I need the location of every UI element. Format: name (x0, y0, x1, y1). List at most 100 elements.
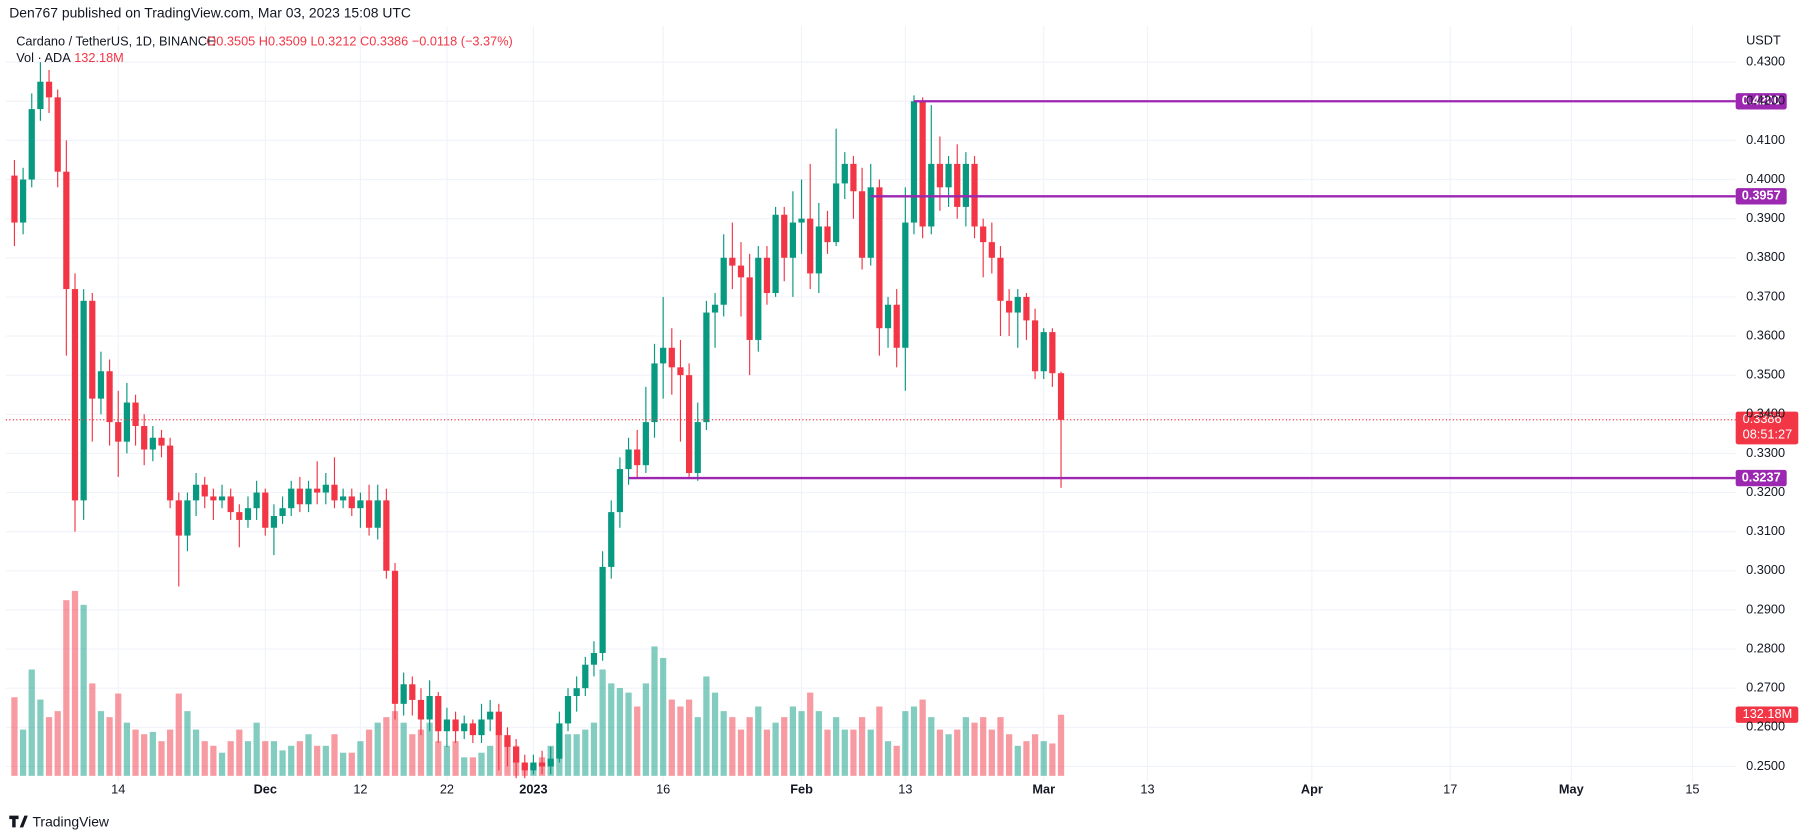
volume-bar (288, 745, 295, 776)
candle-body (340, 496, 347, 501)
candle-body (348, 496, 355, 509)
volume-bar (599, 669, 606, 776)
volume-bar (573, 734, 580, 776)
volume-bar (132, 729, 139, 776)
volume-label-box (1735, 706, 1799, 723)
candle-body (893, 304, 900, 348)
candle-body (582, 664, 589, 689)
candle-body (45, 81, 53, 98)
candle-body (711, 304, 719, 313)
volume-bar (608, 683, 615, 776)
candle-body (1031, 320, 1039, 372)
volume-bar (443, 745, 451, 776)
volume-bar (651, 646, 658, 776)
candle-body (28, 109, 35, 180)
x-tick-label: 22 (440, 781, 454, 796)
volume-bar (461, 757, 468, 776)
volume-bar (1006, 734, 1013, 776)
candle-body (763, 257, 771, 293)
candle-body (322, 484, 329, 493)
candle-body (815, 226, 822, 274)
y-tick-label: 0.3000 (1746, 562, 1785, 577)
volume-bar (625, 692, 632, 776)
level-label: 0.3237 (1742, 469, 1781, 484)
candle-body (426, 696, 433, 720)
volume-bar (374, 722, 381, 776)
candle-body (452, 719, 459, 732)
volume-bar (331, 734, 338, 776)
candle-body (365, 500, 373, 528)
volume-bar (945, 734, 952, 776)
footer-logo (9, 815, 28, 828)
y-tick-label: 0.2500 (1746, 758, 1785, 773)
candle-body (962, 163, 969, 207)
candle-body (469, 723, 476, 736)
volume-bar (115, 693, 122, 776)
candle-body (218, 496, 226, 501)
candle-body (253, 492, 260, 509)
volume-bar (296, 741, 303, 776)
candle-body (71, 289, 79, 501)
volume-bar (703, 676, 710, 776)
volume-bar (867, 729, 874, 776)
level-label: 0.3957 (1742, 188, 1781, 203)
candle-body (841, 163, 848, 184)
volume-bar (28, 669, 35, 776)
volume-bar (824, 729, 831, 776)
candle-body (660, 347, 667, 364)
volume-bar (478, 752, 485, 776)
volume-bar (391, 711, 399, 776)
candle-body (63, 171, 70, 290)
ohlc-legend: O0.3505 H0.3509 L0.3212 C0.3386 −0.0118 … (206, 33, 512, 48)
volume-bar (106, 717, 113, 776)
candle-body (608, 512, 615, 567)
candle-body (279, 508, 286, 517)
volume-bar (858, 717, 866, 776)
volume-bar (642, 683, 649, 776)
x-tick-label: 13 (898, 781, 912, 796)
candle-body (227, 496, 234, 513)
x-tick-label: 15 (1685, 781, 1699, 796)
candle-body (668, 347, 675, 368)
volume-bar (218, 752, 226, 776)
candle-body (296, 488, 303, 505)
x-tick-label: Mar (1032, 781, 1055, 796)
volume-bar (426, 722, 433, 776)
candle-body (288, 488, 295, 509)
candle-body (167, 445, 174, 501)
candle-body (876, 187, 883, 329)
candle-body (478, 719, 485, 736)
volume-bar (677, 706, 684, 776)
volume-bar (80, 604, 87, 776)
candle-body (651, 363, 658, 423)
volume-bar (1014, 745, 1021, 776)
y-tick-label: 0.2800 (1746, 640, 1785, 655)
candle-body (443, 719, 451, 732)
candle-body (919, 101, 926, 227)
volume-bar (729, 717, 736, 776)
x-tick-label: Apr (1301, 781, 1323, 796)
candle-body (305, 488, 312, 505)
volume-bar (19, 729, 27, 776)
volume-axis-label: 132.18M (1743, 706, 1793, 721)
y-tick-label: 0.3900 (1746, 210, 1785, 225)
level-label-box (1735, 469, 1787, 487)
y-tick-label: 0.2900 (1746, 601, 1785, 616)
candle-body (997, 257, 1004, 301)
candle-body (192, 484, 200, 501)
volume-bar (789, 706, 797, 776)
candle-body (158, 437, 165, 446)
candle-body (495, 711, 502, 736)
volume-bar (71, 590, 79, 776)
volume-bar (45, 717, 53, 776)
volume-bar (694, 717, 701, 776)
x-tick-label: 13 (1140, 781, 1154, 796)
candle-body (244, 508, 252, 520)
candle-body (971, 163, 978, 227)
volume-bar (876, 706, 883, 776)
y-tick-label: 0.4000 (1746, 171, 1785, 186)
volume-bar (746, 717, 753, 776)
volume-bar (1040, 741, 1047, 776)
